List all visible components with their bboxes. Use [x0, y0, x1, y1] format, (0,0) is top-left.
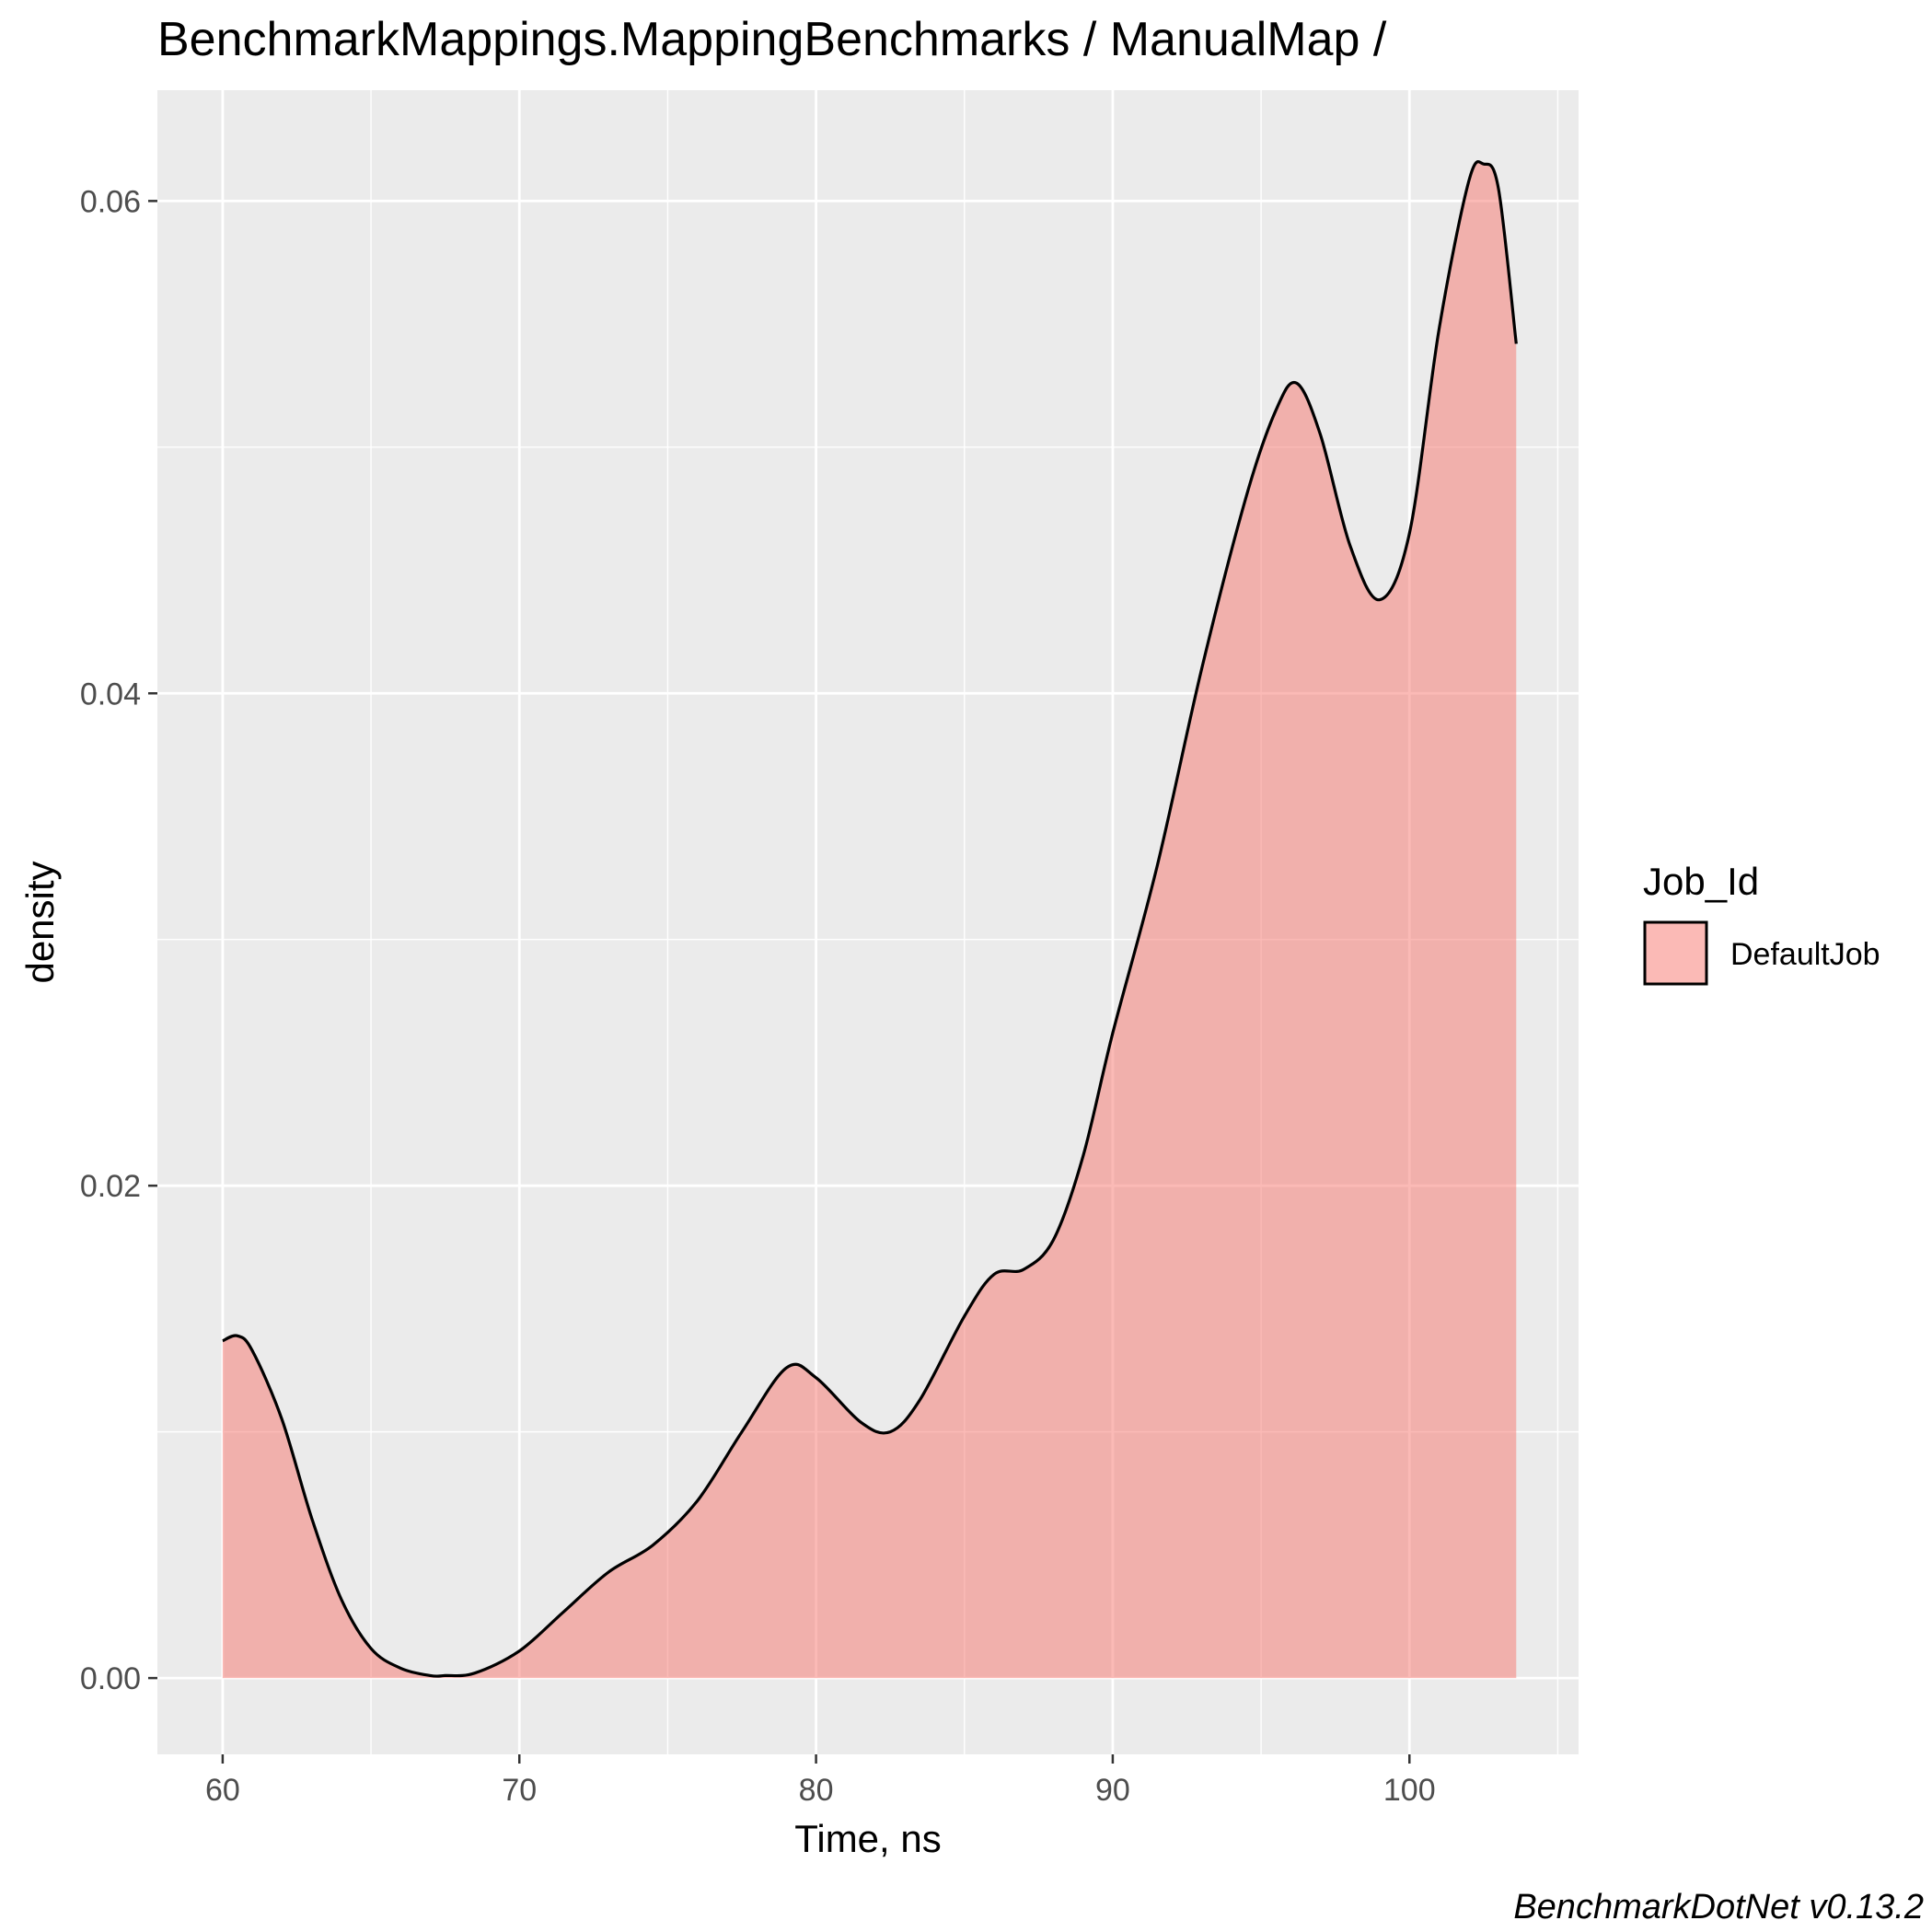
legend-label-defaultjob: DefaultJob — [1730, 937, 1880, 972]
y-axis: 0.00 0.02 0.04 0.06 — [80, 184, 157, 1696]
density-line — [222, 160, 1518, 1678]
legend-key-defaultjob — [1643, 920, 1708, 986]
x-tick-label: 70 — [502, 1773, 537, 1808]
y-tick-label: 0.04 — [80, 677, 141, 711]
x-tick-label: 90 — [1095, 1773, 1130, 1808]
y-tick-label: 0.06 — [80, 184, 141, 219]
legend: Job_Id DefaultJob — [1643, 860, 1880, 986]
density-area — [222, 161, 1517, 1679]
y-axis-title: density — [18, 861, 62, 983]
x-axis-title: Time, ns — [794, 1817, 941, 1860]
legend-title: Job_Id — [1643, 860, 1759, 903]
chart-title: BenchmarkMappings.MappingBenchmarks / Ma… — [157, 13, 1387, 66]
x-tick-label: 60 — [205, 1773, 240, 1808]
y-tick-label: 0.02 — [80, 1169, 141, 1204]
x-tick-label: 100 — [1383, 1773, 1436, 1808]
caption: BenchmarkDotNet v0.13.2 — [1513, 1888, 1924, 1926]
y-tick-label: 0.00 — [80, 1661, 141, 1696]
x-tick-label: 80 — [799, 1773, 834, 1808]
x-axis: 60 70 80 90 100 — [205, 1754, 1436, 1808]
